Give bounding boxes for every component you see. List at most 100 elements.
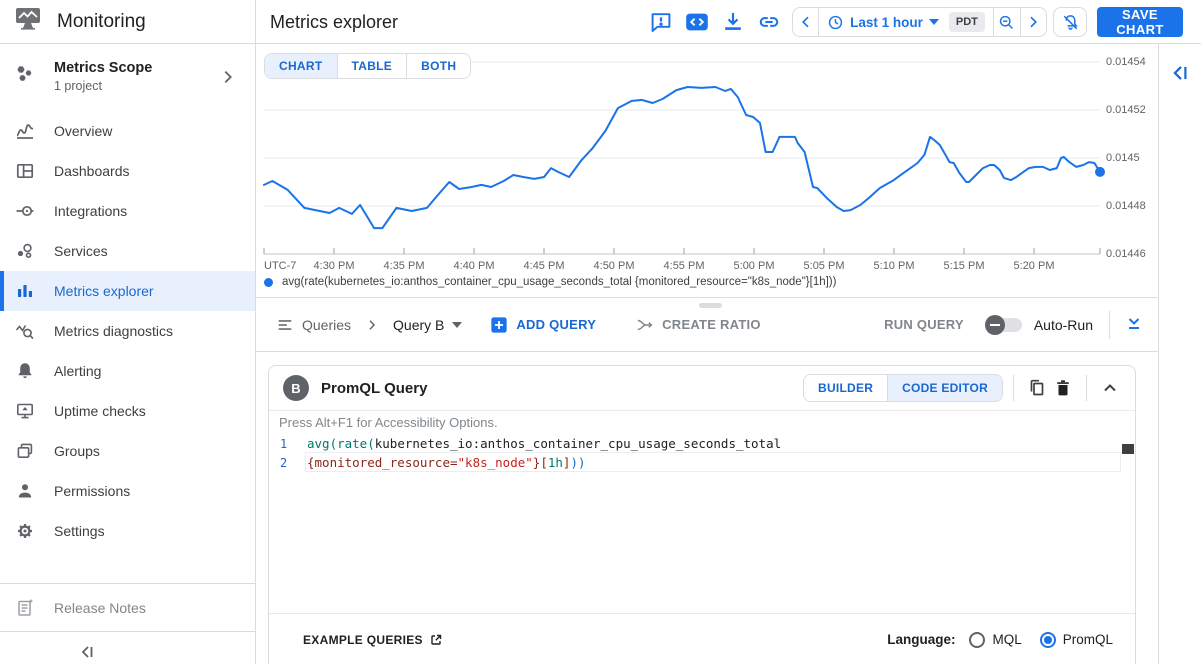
chevron-up-icon [1104, 384, 1116, 392]
plus-square-icon [491, 316, 508, 333]
right-panel-divider [1158, 44, 1159, 664]
tab-table[interactable]: TABLE [337, 54, 408, 78]
sidebar-item-label: Services [54, 243, 108, 259]
zoom-out-button[interactable] [994, 8, 1020, 36]
sidebar-item-label: Permissions [54, 483, 131, 499]
view-as-code-button[interactable] [685, 10, 709, 34]
share-link-button[interactable] [757, 10, 781, 34]
x-axis-tick-label: 4:35 PM [383, 260, 425, 272]
sidebar-footer [0, 631, 255, 664]
query-mode-tabs: BUILDER CODE EDITOR [803, 374, 1003, 402]
save-chart-button[interactable]: SAVE CHART [1097, 7, 1183, 37]
sidebar-item-label: Alerting [54, 363, 102, 379]
sidebar-item-integrations[interactable]: Integrations [0, 191, 255, 231]
delete-query-button[interactable] [1050, 375, 1076, 401]
collapse-down-icon [1128, 317, 1140, 329]
radio-mql-label: MQL [992, 632, 1022, 647]
query-letter-badge: B [283, 375, 309, 401]
tab-code-editor[interactable]: CODE EDITOR [888, 375, 1002, 401]
y-axis-tick-label: 0.01446 [1106, 248, 1146, 260]
integrations-icon [16, 205, 34, 217]
monitoring-logo-icon [15, 7, 41, 36]
sidebar-item-label: Metrics diagnostics [54, 323, 174, 339]
download-button[interactable] [721, 10, 745, 34]
line-number: 1 [280, 436, 288, 451]
copy-query-button[interactable] [1024, 375, 1050, 401]
latest-point-dot [1095, 166, 1105, 177]
y-axis-tick-label: 0.01454 [1106, 56, 1146, 68]
feedback-button[interactable] [649, 10, 673, 34]
add-query-button[interactable]: ADD QUERY [490, 316, 596, 334]
code-line[interactable]: 1 avg(rate(kubernetes_io:anthos_container… [269, 434, 1135, 453]
sidebar-item-settings[interactable]: Settings [0, 511, 255, 551]
alerting-icon [18, 363, 32, 379]
editor-scrollbar-thumb[interactable] [1122, 444, 1134, 454]
promql-card-title: PromQL Query [321, 379, 428, 397]
sidebar-item-permissions[interactable]: Permissions [0, 471, 255, 511]
radio-mql[interactable] [969, 631, 986, 648]
metrics-scope-title: Metrics Scope [54, 59, 153, 76]
timeseries-chart[interactable] [256, 44, 1158, 298]
caret-down-icon [928, 19, 939, 25]
language-label: Language: [887, 632, 956, 647]
uptime-checks-icon [16, 403, 33, 419]
alerts-off-button[interactable] [1053, 7, 1087, 37]
time-forward-button[interactable] [1021, 8, 1046, 36]
create-ratio-label: CREATE RATIO [662, 317, 761, 332]
release-notes-icon [18, 599, 33, 616]
collapse-navigation-icon[interactable] [78, 642, 98, 662]
collapse-query-panel-button[interactable] [1124, 315, 1144, 335]
sidebar-item-release-notes[interactable]: Release Notes [0, 583, 255, 631]
sidebar-item-overview[interactable]: Overview [0, 111, 255, 151]
product-header: Monitoring [0, 0, 255, 44]
run-query-button[interactable]: RUN QUERY [884, 317, 964, 332]
code-line[interactable]: 2 {monitored_resource="k8s_node"}[1h])) [269, 453, 1135, 472]
sidebar-item-dashboards[interactable]: Dashboards [0, 151, 255, 191]
promql-card-footer: EXAMPLE QUERIES Language: MQL PromQL [269, 613, 1135, 664]
sidebar-item-metrics-diagnostics[interactable]: Metrics diagnostics [0, 311, 255, 351]
copy-icon [1030, 379, 1044, 396]
collapse-card-button[interactable] [1097, 375, 1123, 401]
external-link-icon [431, 634, 442, 645]
promql-code-editor[interactable]: Press Alt+F1 for Accessibility Options. … [269, 411, 1135, 613]
panel-resize-handle[interactable] [699, 303, 722, 308]
legend-series-label: avg(rate(kubernetes_io:anthos_container_… [282, 276, 837, 288]
divider [992, 8, 994, 36]
sidebar-item-label: Integrations [54, 203, 128, 219]
feedback-icon [651, 13, 671, 32]
sidebar: Monitoring Metrics Scope 1 project Overv… [0, 0, 256, 664]
sidebar-item-label: Dashboards [54, 163, 130, 179]
caret-down-icon[interactable] [452, 321, 463, 328]
example-queries-link[interactable]: EXAMPLE QUERIES [303, 633, 443, 647]
selected-query-dropdown[interactable]: Query B [393, 316, 445, 333]
metrics-scope-selector[interactable]: Metrics Scope 1 project [0, 44, 255, 108]
divider [1019, 8, 1021, 36]
time-range-dropdown[interactable]: Last 1 hour PDT [819, 8, 993, 36]
x-axis-tick-label: 5:10 PM [873, 260, 915, 272]
collapse-side-panel-icon[interactable] [1170, 62, 1192, 84]
auto-run-toggle[interactable] [984, 314, 1022, 335]
create-ratio-button[interactable]: CREATE RATIO [636, 316, 761, 334]
accessibility-hint: Press Alt+F1 for Accessibility Options. [279, 415, 498, 430]
sidebar-item-alerting[interactable]: Alerting [0, 351, 255, 391]
sidebar-item-metrics-explorer[interactable]: Metrics explorer [0, 271, 255, 311]
sidebar-item-uptime-checks[interactable]: Uptime checks [0, 391, 255, 431]
language-selector: Language: MQL PromQL [887, 631, 1113, 648]
download-icon [725, 13, 741, 30]
radio-promql[interactable] [1039, 631, 1056, 648]
sidebar-item-groups[interactable]: Groups [0, 431, 255, 471]
permissions-icon [18, 484, 32, 498]
sidebar-item-label: Metrics explorer [54, 283, 154, 299]
services-icon [17, 243, 32, 258]
sidebar-item-services[interactable]: Services [0, 231, 255, 271]
create-ratio-icon [637, 319, 653, 330]
breadcrumb-chevron-icon [369, 319, 376, 330]
tab-chart[interactable]: CHART [265, 54, 338, 78]
queries-breadcrumb-label[interactable]: Queries [302, 316, 352, 333]
time-range-label: Last 1 hour [850, 14, 923, 30]
time-back-button[interactable] [793, 8, 818, 36]
tab-both[interactable]: BOTH [407, 54, 471, 78]
tab-builder[interactable]: BUILDER [804, 375, 889, 401]
trash-icon [1057, 380, 1069, 396]
